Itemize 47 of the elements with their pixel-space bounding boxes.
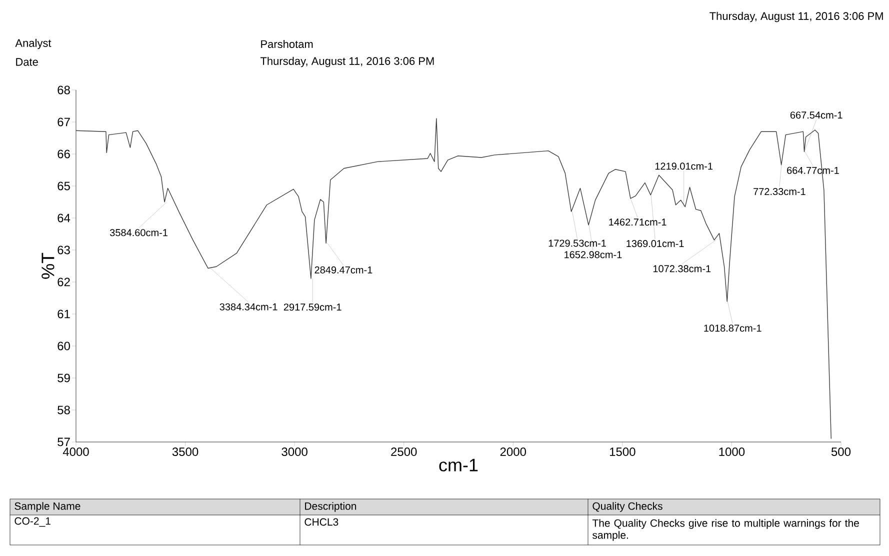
annotation: 667.54cm-1 — [790, 112, 842, 119]
text: Thursday, August 11, 2016 3:06 PM — [710, 12, 883, 22]
x-tick-label: 500 — [831, 448, 851, 456]
y-axis-title: %T — [42, 252, 54, 279]
x-tick-label: 2000 — [500, 448, 526, 456]
y-tick-label: 59 — [58, 374, 70, 382]
annotation: 1018.87cm-1 — [704, 324, 762, 332]
y-tick-label: 57 — [58, 438, 70, 446]
annotation: 664.77cm-1 — [787, 166, 839, 174]
y-tick-label: 66 — [58, 150, 70, 158]
x-tick-label: 3500 — [172, 448, 198, 456]
text: Description — [305, 502, 356, 512]
x-tick-label: 3000 — [282, 448, 308, 456]
y-tick-label: 64 — [58, 214, 70, 222]
x-tick-label: 1000 — [719, 448, 745, 456]
text: Thursday, August 11, 2016 3:06 PM — [260, 56, 434, 68]
y-tick-label: 61 — [58, 310, 70, 318]
x-axis-title: cm-1 — [439, 458, 478, 472]
text: Sample Name — [14, 502, 80, 512]
annotation: 2849.47cm-1 — [314, 266, 372, 274]
text: CO-2_1 — [14, 517, 50, 527]
annotation: 1652.98cm-1 — [564, 251, 622, 258]
y-tick-label: 67 — [58, 118, 70, 126]
annotation: 1369.01cm-1 — [626, 240, 684, 248]
x-tick-label: 4000 — [62, 448, 89, 456]
annotation: 3584.60cm-1 — [110, 229, 168, 236]
annotation: 772.33cm-1 — [754, 188, 806, 196]
text: Date — [16, 58, 38, 66]
y-tick-label: 60 — [58, 342, 70, 350]
y-tick-label: 65 — [58, 182, 70, 190]
text: Quality Checks — [592, 502, 662, 512]
y-tick-label: 62 — [58, 278, 70, 286]
text: Analyst — [15, 38, 52, 50]
text: Parshotam — [261, 40, 313, 48]
x-tick-label: 2500 — [391, 448, 417, 456]
annotation: 1219.01cm-1 — [655, 162, 713, 170]
y-tick-label: 58 — [58, 406, 70, 414]
text: The Quality Checks give rise to multiple warnings for the sample. — [592, 519, 859, 541]
annotation: 1462.71cm-1 — [609, 218, 666, 226]
y-tick-label: 63 — [58, 246, 70, 254]
y-tick-label: 68 — [58, 86, 70, 94]
x-tick-label: 1500 — [610, 448, 636, 456]
annotation: 3384.34cm-1 — [220, 303, 278, 310]
annotation: 1072.38cm-1 — [653, 265, 711, 272]
annotation: 1729.53cm-1 — [548, 240, 606, 247]
text: CHCL3 — [304, 518, 338, 526]
annotation: 2917.59cm-1 — [284, 304, 342, 311]
